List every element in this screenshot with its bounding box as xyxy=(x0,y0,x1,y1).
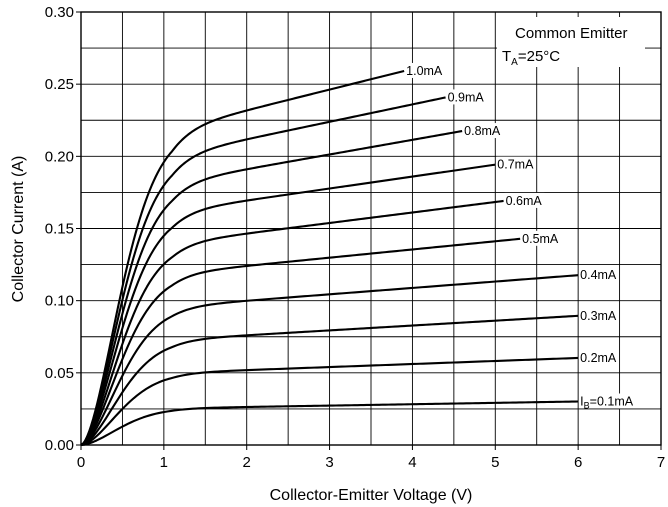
series-line xyxy=(80,130,463,446)
x-tick-label: 7 xyxy=(657,454,665,471)
x-tick-label: 5 xyxy=(491,454,499,471)
annotation-box: Common Emitter TA=25°C xyxy=(497,17,645,68)
x-tick-label: 1 xyxy=(160,454,168,471)
series-label: 0.5mA xyxy=(522,232,559,246)
series-label-bg xyxy=(463,123,503,139)
series-line xyxy=(80,314,579,447)
grid xyxy=(80,11,662,446)
x-tick-label: 2 xyxy=(243,454,251,471)
x-tick-label: 4 xyxy=(408,454,416,471)
y-tick-label: 0.00 xyxy=(45,437,74,454)
series-label-bg xyxy=(579,267,619,283)
annotation-line-1: Common Emitter xyxy=(515,25,628,42)
annotation-line-2: TA=25°C xyxy=(502,48,560,68)
series-label-bg xyxy=(579,307,619,323)
y-tick-label: 0.20 xyxy=(45,148,74,165)
series-label: 0.8mA xyxy=(464,124,501,138)
series-label-bg xyxy=(579,349,619,365)
curves xyxy=(80,69,579,447)
series-label-bg xyxy=(496,156,537,172)
series-line xyxy=(80,163,496,446)
y-axis-title: Collector Current (A) xyxy=(10,156,27,303)
series-label: 0.9mA xyxy=(448,90,485,104)
series-label: 0.3mA xyxy=(580,309,617,323)
y-tick-label: 0.05 xyxy=(45,365,74,382)
series-label: 0.2mA xyxy=(580,351,617,365)
series-label-bg xyxy=(579,393,636,409)
curve-labels: IB=0.1mA 0.2mA 0.3mA 0.4mA 0.5mA 0.6mA 0.7mA 0.… xyxy=(405,62,636,410)
y-tick-label: 0.10 xyxy=(45,293,74,310)
series-label: 1.0mA xyxy=(406,64,443,78)
axes: 0 1 2 3 4 5 6 7 0.00 0.05 0.10 0.15 0.20 0.25 0.30 xyxy=(45,4,665,471)
y-tick-label: 0.30 xyxy=(45,4,74,21)
series-label-bg xyxy=(521,230,561,246)
series-line xyxy=(80,274,579,446)
series-label: IB=0.1mA xyxy=(580,394,634,410)
series-line xyxy=(80,96,446,446)
series-label: 0.7mA xyxy=(497,158,534,172)
series-label: 0.6mA xyxy=(506,194,543,208)
y-tick-label: 0.25 xyxy=(45,76,74,93)
series-label: 0.4mA xyxy=(580,268,617,282)
series-line xyxy=(80,237,521,446)
x-axis-title: Collector-Emitter Voltage (V) xyxy=(270,487,473,504)
y-tick-label: 0.15 xyxy=(45,221,74,238)
series-label-bg xyxy=(405,62,445,78)
x-tick-label: 0 xyxy=(77,454,85,471)
series-label-bg xyxy=(446,89,487,105)
series-line xyxy=(80,69,405,446)
series-line xyxy=(80,400,579,447)
series-line xyxy=(80,199,504,446)
x-tick-label: 3 xyxy=(325,454,333,471)
x-tick-label: 6 xyxy=(574,454,582,471)
series-label-bg xyxy=(504,192,545,208)
series-line xyxy=(80,356,579,447)
